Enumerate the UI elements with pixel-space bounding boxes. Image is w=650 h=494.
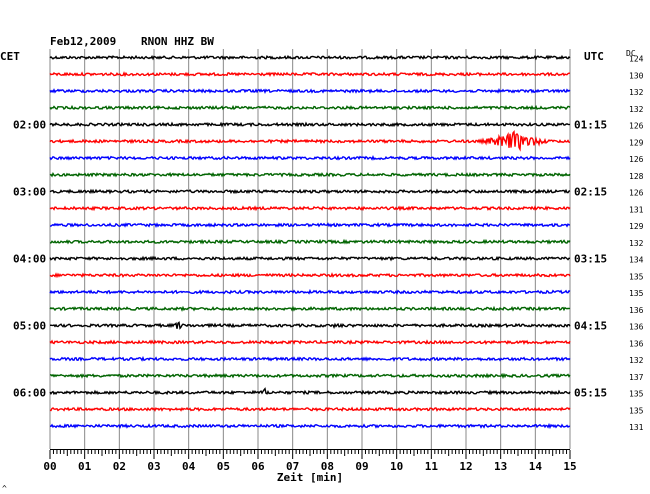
dc-offset-label: 124 [629,55,644,64]
trace-line [49,155,571,161]
trace-line [49,321,571,330]
dc-offset-label: 129 [629,222,644,231]
x-tick-label: 04 [182,460,196,473]
x-tick-label: 10 [390,460,403,473]
hour-label-utc: 02:15 [574,186,607,199]
dc-column-label: DC [626,49,636,58]
hour-label-cet: 04:00 [13,253,46,266]
trace-line [49,288,571,295]
trace-line [49,188,571,195]
x-tick-label: 00 [43,460,56,473]
hour-label-utc: 03:15 [574,253,607,266]
dc-offset-label: 131 [629,205,644,214]
chart-date: Feb12,2009 [50,35,116,48]
trace-line [49,54,571,61]
trace-line [49,222,571,228]
x-tick-label: 06 [251,460,265,473]
x-tick-label: 01 [78,460,92,473]
x-tick-label: 11 [425,460,439,473]
dc-offset-label: 134 [629,256,644,265]
trace-line [49,387,571,396]
trace-line [49,355,571,363]
trace-line [49,71,571,78]
x-tick-label: 09 [355,460,368,473]
chart-station: RNON HHZ BW [141,35,214,48]
trace-line [49,406,571,413]
dc-offset-label: 132 [629,88,644,97]
left-timezone-label: CET [0,50,20,63]
dc-offset-label: 135 [629,406,644,415]
x-tick-label: 15 [563,460,576,473]
hour-label-cet: 02:00 [13,119,46,132]
hour-label-cet: 05:00 [13,320,46,333]
trace-line [49,171,571,178]
dc-offset-label: 129 [629,138,644,147]
hour-labels: 02:00 03:00 04:00 05:00 06:00 01:15 02:15 03:15… [13,119,607,400]
x-axis: 00 01 02 03 04 05 06 07 08 09 10 11 12 13 14 15 [43,449,577,473]
trace-line [49,130,571,152]
trace-line [49,238,571,245]
dc-offset-label: 136 [629,339,644,348]
trace-line [49,422,571,430]
trace-line [49,104,571,111]
right-timezone-label: UTC [584,50,604,63]
x-tick-label: 14 [529,460,543,473]
trace-line [49,121,571,128]
dc-offset-label: 135 [629,289,644,298]
x-tick-label: 08 [321,460,334,473]
trace-line [49,305,571,312]
trace-line [49,88,571,94]
trace-line [49,255,571,262]
x-tick-label: 07 [286,460,299,473]
x-tick-label: 05 [217,460,230,473]
x-tick-label: 02 [113,460,126,473]
minute-gridlines [49,49,571,449]
hour-label-utc: 05:15 [574,387,607,400]
dc-offset-label: 132 [629,239,644,248]
dc-offset-label: 130 [629,71,644,80]
x-tick-label: 03 [147,460,160,473]
dc-offset-label: 136 [629,323,644,332]
dc-offset-label: 131 [629,423,644,432]
dc-offset-label: 126 [629,189,644,198]
dc-offset-label: 135 [629,390,644,399]
dc-offset-label: 135 [629,272,644,281]
dc-offset-label: 132 [629,105,644,114]
hour-label-utc: 04:15 [574,320,607,333]
x-tick-label: 12 [459,460,472,473]
hour-label-cet: 03:00 [13,186,46,199]
dc-offset-label: 137 [629,373,644,382]
trace-line [49,272,571,279]
dc-offset-label: 126 [629,122,644,131]
hour-label-utc: 01:15 [574,119,607,132]
corner-mark: ^ [2,484,7,493]
hour-label-cet: 06:00 [13,387,46,400]
dc-offset-label: 132 [629,356,644,365]
trace-line [49,205,571,212]
trace-line [49,372,571,379]
x-axis-label: Zeit [min] [277,471,343,484]
dc-offset-label: 128 [629,172,644,181]
trace-line [49,339,571,346]
seismic-traces: 124 130 132 132 126 129 126 128 126 131 129 132 134 1… [49,54,644,432]
dc-offset-label: 126 [629,155,644,164]
x-tick-label: 13 [494,460,507,473]
dc-offset-label: 136 [629,306,644,315]
